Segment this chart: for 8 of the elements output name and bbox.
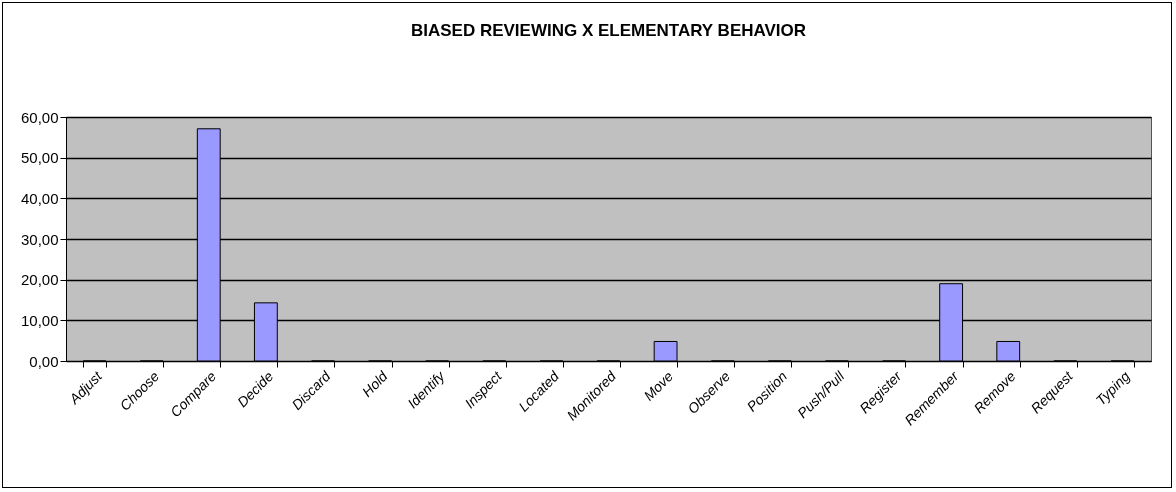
y-tick-label: 60,00 xyxy=(20,108,59,126)
y-tick-label: 0,00 xyxy=(29,352,59,370)
y-tick-label: 20,00 xyxy=(20,271,59,289)
y-tick-label: 50,00 xyxy=(20,149,59,167)
y-tick-label: 40,00 xyxy=(20,189,59,207)
y-tick-label: 30,00 xyxy=(20,230,59,248)
y-tick-label: 10,00 xyxy=(20,311,59,329)
chart-title: BIASED REVIEWING X ELEMENTARY BEHAVIOR xyxy=(410,21,807,40)
